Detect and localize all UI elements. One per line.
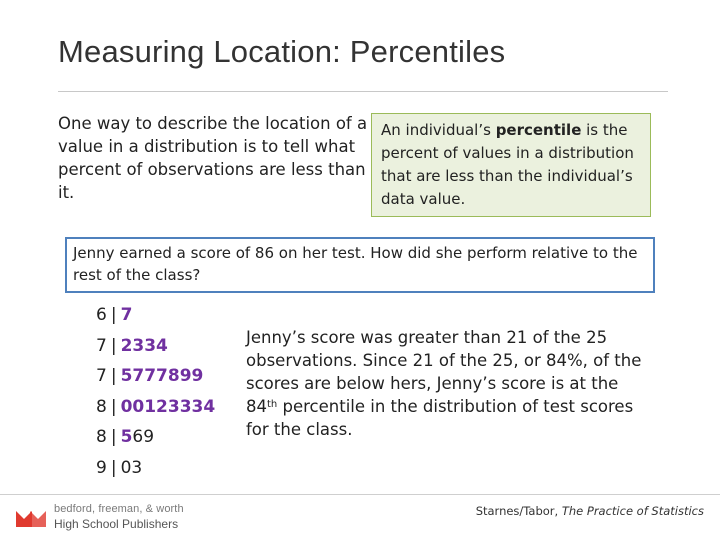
- stemplot-row: 8 | 00123334: [96, 392, 256, 423]
- leaves-highlighted: 7: [120, 305, 133, 325]
- stem: 6: [96, 305, 107, 325]
- stemplot: 6 | 7 7 | 2334 7 | 5777899 8 | 00123334 8 | 569 9 |…: [96, 300, 256, 483]
- definition-lead: An individual’s: [381, 121, 496, 139]
- question-box: Jenny earned a score of 86 on her test. …: [65, 237, 655, 293]
- stem: 9: [96, 457, 107, 478]
- stemplot-row: 7 | 2334: [96, 331, 256, 362]
- publisher-logo-icon: [16, 511, 46, 527]
- stem-separator: |: [110, 366, 117, 386]
- title-divider: [58, 91, 668, 92]
- explanation-text: Jenny’s score was greater than 21 of the…: [246, 326, 646, 441]
- slide-title: Measuring Location: Percentiles: [58, 34, 506, 69]
- stemplot-row: 8 | 569: [96, 422, 256, 453]
- leaves-highlighted: 5777899: [120, 366, 204, 386]
- leaves-plain: 03: [120, 457, 143, 478]
- explanation-part-2: percentile in the distribution of test s…: [246, 397, 634, 439]
- publisher-name: bedford, freeman, & worth: [54, 503, 184, 515]
- stem-separator: |: [110, 335, 117, 356]
- stemplot-row: 9 | 03: [96, 453, 256, 484]
- footer-divider: [0, 494, 720, 495]
- stem: 7: [96, 335, 107, 356]
- leaves-highlighted: 5: [120, 427, 133, 447]
- stemplot-row: 6 | 7: [96, 300, 256, 331]
- stem-separator: |: [110, 305, 117, 325]
- explanation-part-1: Jenny’s score was greater than 21 of the…: [246, 328, 642, 416]
- stem-separator: |: [110, 396, 117, 417]
- stem: 8: [96, 427, 107, 447]
- definition-rest: is the percent of values in a distributi…: [381, 121, 634, 208]
- publisher-logo: bedford, freeman, & worth High School Pu…: [14, 501, 214, 533]
- stem: 8: [96, 396, 107, 417]
- book-credit: Starnes/Tabor, The Practice of Statistic…: [476, 504, 704, 518]
- leaves-plain: 69: [132, 427, 155, 447]
- publisher-division: High School Publishers: [54, 517, 179, 531]
- definition-term: percentile: [495, 121, 582, 139]
- stemplot-row: 7 | 5777899: [96, 361, 256, 392]
- stem-separator: |: [110, 427, 117, 447]
- leaves-highlighted: 2334: [120, 335, 168, 356]
- leaves-highlighted: 00123334: [120, 396, 216, 417]
- intro-text: One way to describe the location of a va…: [58, 114, 368, 202]
- definition-box: An individual’s percentile is the percen…: [371, 113, 651, 217]
- ordinal-suffix: th: [267, 399, 278, 410]
- credit-book-title: The Practice of Statistics: [561, 504, 704, 518]
- stem: 7: [96, 366, 107, 386]
- credit-authors: Starnes/Tabor,: [475, 504, 562, 518]
- stem-separator: |: [110, 457, 117, 478]
